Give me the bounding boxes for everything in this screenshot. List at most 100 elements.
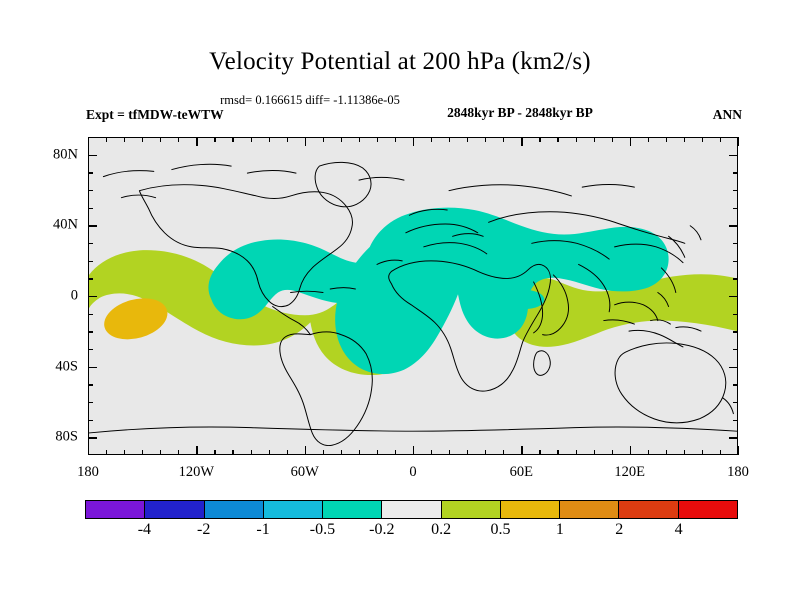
x-tick bbox=[286, 450, 288, 455]
y-tick bbox=[88, 190, 93, 192]
colorbar-segment[interactable] bbox=[145, 501, 205, 518]
colorbar-segment[interactable] bbox=[263, 501, 324, 518]
colorbar-segment[interactable] bbox=[204, 501, 264, 518]
x-tick bbox=[268, 450, 270, 455]
y-tick bbox=[88, 366, 97, 368]
y-axis-label: 80N bbox=[53, 146, 78, 163]
y-tick bbox=[88, 402, 93, 404]
x-tick bbox=[178, 450, 180, 455]
x-tick bbox=[593, 137, 595, 142]
rmsd-diff-stats: rmsd= 0.166615 diff= -1.11386e-05 bbox=[220, 93, 400, 107]
map-canvas bbox=[89, 138, 737, 454]
x-tick bbox=[521, 446, 523, 455]
colorbar-label: 2 bbox=[615, 521, 624, 538]
colorbar-label: -2 bbox=[197, 521, 211, 538]
colorbar-label: 4 bbox=[674, 521, 683, 538]
experiment-label: Expt = tfMDW-teWTW bbox=[86, 107, 224, 122]
x-tick bbox=[431, 137, 433, 142]
y-tick bbox=[729, 154, 738, 156]
x-tick bbox=[593, 450, 595, 455]
x-tick bbox=[142, 450, 144, 455]
x-tick bbox=[719, 450, 722, 455]
y-tick bbox=[733, 384, 738, 386]
x-tick bbox=[719, 137, 722, 142]
y-tick bbox=[88, 419, 93, 421]
x-axis-label: 120W bbox=[178, 464, 215, 480]
colorbar-label: 0.5 bbox=[490, 521, 511, 538]
colorbar-segment[interactable] bbox=[500, 501, 561, 518]
x-tick bbox=[340, 450, 342, 455]
x-tick bbox=[196, 137, 198, 146]
x-tick bbox=[214, 450, 216, 455]
y-axis-label: 40S bbox=[55, 358, 78, 375]
y-tick bbox=[729, 437, 738, 439]
x-tick bbox=[431, 450, 433, 455]
x-tick bbox=[611, 450, 613, 455]
colorbar-segment[interactable] bbox=[382, 501, 442, 518]
y-tick bbox=[88, 225, 97, 227]
x-tick bbox=[322, 137, 324, 142]
y-axis-label: 80S bbox=[55, 428, 78, 445]
x-tick bbox=[250, 450, 252, 455]
y-tick bbox=[733, 349, 738, 351]
x-tick bbox=[160, 450, 162, 455]
x-tick bbox=[232, 137, 234, 142]
x-tick bbox=[503, 137, 505, 142]
x-axis-label: 0 bbox=[409, 464, 417, 480]
coastline-layer bbox=[89, 161, 737, 447]
colorbar-segment[interactable] bbox=[323, 501, 383, 518]
x-tick bbox=[539, 137, 541, 142]
case-comparison-label: 2848kyr BP - 2848kyr BP bbox=[447, 105, 593, 120]
x-tick bbox=[304, 137, 306, 146]
x-tick bbox=[503, 450, 505, 455]
x-tick bbox=[178, 137, 180, 142]
x-tick bbox=[629, 446, 631, 455]
x-axis-label: 120E bbox=[614, 464, 645, 480]
colorbar-segment[interactable] bbox=[619, 501, 679, 518]
colorbar-label: 1 bbox=[555, 521, 564, 538]
x-tick bbox=[124, 137, 126, 142]
x-tick bbox=[557, 137, 559, 142]
y-tick bbox=[88, 207, 93, 209]
x-tick bbox=[268, 137, 270, 142]
x-tick bbox=[413, 446, 415, 455]
x-tick bbox=[665, 137, 667, 142]
colorbar-segment[interactable] bbox=[560, 501, 620, 518]
x-tick bbox=[160, 137, 162, 142]
x-axis-label: 180 bbox=[77, 464, 99, 480]
x-tick bbox=[683, 137, 686, 142]
y-tick bbox=[733, 331, 738, 333]
x-tick bbox=[358, 137, 361, 142]
page-title: Velocity Potential at 200 hPa (km2/s) bbox=[209, 48, 591, 75]
x-tick bbox=[304, 446, 306, 455]
x-tick bbox=[106, 450, 108, 455]
y-axis-label: 0 bbox=[70, 287, 78, 304]
x-tick bbox=[701, 450, 704, 455]
colorbar-tick-labels: -4 -2 -1 -0.5 -0.2 0.2 0.5 1 2 4 bbox=[85, 521, 738, 545]
season-label: ANN bbox=[712, 107, 742, 122]
x-tick bbox=[394, 137, 397, 142]
colorbar-segment[interactable] bbox=[86, 501, 146, 518]
colorbar-label: -0.5 bbox=[309, 521, 336, 538]
x-tick bbox=[449, 450, 451, 455]
colorbar-segment[interactable] bbox=[441, 501, 501, 518]
x-tick bbox=[196, 446, 198, 455]
colorbar-label: 0.2 bbox=[431, 521, 452, 538]
colorbar-segment[interactable] bbox=[678, 501, 737, 518]
y-tick bbox=[733, 313, 738, 315]
y-tick bbox=[88, 331, 93, 333]
x-tick bbox=[376, 137, 379, 142]
y-tick bbox=[729, 366, 738, 368]
x-tick bbox=[124, 450, 126, 455]
x-tick bbox=[738, 137, 740, 146]
x-tick bbox=[521, 137, 523, 146]
x-tick bbox=[394, 450, 397, 455]
x-tick bbox=[647, 450, 649, 455]
x-axis-label: 60W bbox=[290, 464, 319, 480]
region-africa-negative bbox=[335, 207, 669, 375]
y-tick bbox=[733, 402, 738, 404]
x-tick bbox=[142, 137, 144, 142]
x-axis-label: 180 bbox=[727, 464, 749, 480]
y-tick bbox=[88, 172, 93, 174]
colorbar[interactable] bbox=[85, 500, 738, 519]
